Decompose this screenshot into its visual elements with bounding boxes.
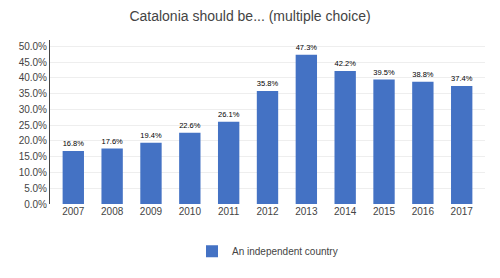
svg-text:2011: 2011	[218, 206, 240, 217]
svg-text:42.2%: 42.2%	[335, 59, 357, 68]
svg-text:2017: 2017	[451, 206, 474, 217]
svg-text:5.0%: 5.0%	[24, 183, 47, 194]
svg-text:2007: 2007	[62, 206, 85, 217]
svg-text:50.0%: 50.0%	[19, 41, 47, 52]
svg-text:20.0%: 20.0%	[19, 135, 47, 146]
svg-text:47.3%: 47.3%	[296, 43, 318, 52]
svg-text:30.0%: 30.0%	[19, 104, 47, 115]
svg-text:17.6%: 17.6%	[101, 137, 123, 146]
svg-text:2010: 2010	[179, 206, 202, 217]
svg-text:2012: 2012	[256, 206, 279, 217]
svg-text:0.0%: 0.0%	[24, 199, 47, 210]
svg-text:2015: 2015	[373, 206, 396, 217]
svg-text:39.5%: 39.5%	[373, 68, 395, 77]
svg-text:26.1%: 26.1%	[218, 110, 240, 119]
svg-text:25.0%: 25.0%	[19, 120, 47, 131]
svg-text:37.4%: 37.4%	[451, 74, 473, 83]
svg-text:16.8%: 16.8%	[63, 139, 85, 148]
svg-text:35.8%: 35.8%	[257, 79, 279, 88]
svg-text:2013: 2013	[295, 206, 318, 217]
svg-text:19.4%: 19.4%	[140, 131, 162, 140]
svg-text:35.0%: 35.0%	[19, 88, 47, 99]
svg-text:38.8%: 38.8%	[412, 70, 434, 79]
svg-text:An independent country: An independent country	[232, 246, 338, 257]
svg-text:45.0%: 45.0%	[19, 57, 47, 68]
svg-text:2016: 2016	[412, 206, 435, 217]
svg-text:2009: 2009	[140, 206, 163, 217]
svg-text:15.0%: 15.0%	[19, 151, 47, 162]
svg-text:2008: 2008	[101, 206, 124, 217]
svg-text:22.6%: 22.6%	[179, 121, 201, 130]
svg-text:Catalonia should be... (multip: Catalonia should be... (multiple choice)	[129, 8, 370, 24]
svg-text:2014: 2014	[334, 206, 357, 217]
svg-text:10.0%: 10.0%	[19, 167, 47, 178]
svg-text:40.0%: 40.0%	[19, 72, 47, 83]
